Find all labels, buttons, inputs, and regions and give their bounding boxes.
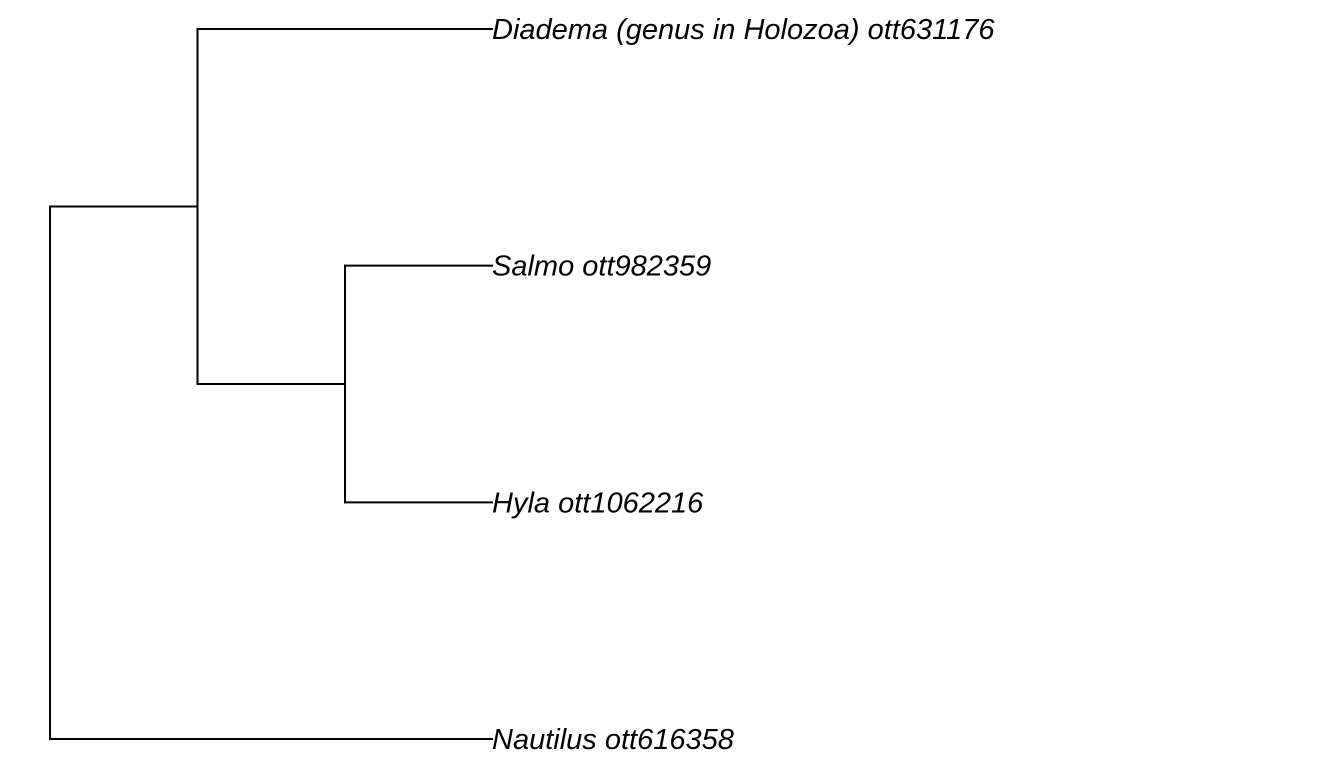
tree-branches	[49, 28, 493, 740]
tip-label-diadema: Diadema (genus in Holozoa) ott631176	[492, 14, 995, 46]
tip-labels: Diadema (genus in Holozoa) ott631176 Sal…	[492, 14, 995, 756]
tip-label-hyla: Hyla ott1062216	[492, 487, 704, 519]
tip-label-nautilus: Nautilus ott616358	[492, 724, 734, 756]
tip-label-salmo: Salmo ott982359	[492, 251, 711, 283]
